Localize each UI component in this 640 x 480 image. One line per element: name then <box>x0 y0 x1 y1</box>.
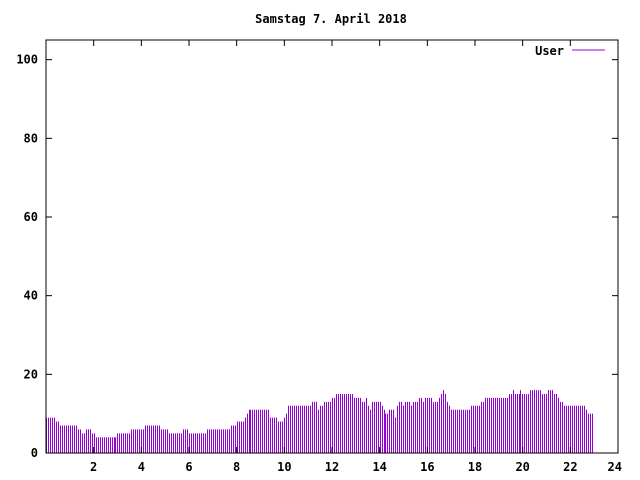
y-tick-label: 100 <box>16 53 38 67</box>
x-tick-label: 16 <box>420 460 434 474</box>
x-tick-label: 24 <box>608 460 622 474</box>
x-tick-label: 4 <box>138 460 145 474</box>
x-tick-label: 8 <box>233 460 240 474</box>
x-tick-label: 10 <box>277 460 291 474</box>
x-tick-label: 20 <box>515 460 529 474</box>
chart-title: Samstag 7. April 2018 <box>255 12 407 26</box>
y-tick-label: 60 <box>24 210 38 224</box>
y-tick-label: 0 <box>31 446 38 460</box>
x-tick-label: 18 <box>468 460 482 474</box>
legend: User <box>535 44 605 58</box>
data-series-bars <box>46 390 593 453</box>
x-tick-label: 6 <box>185 460 192 474</box>
y-axis: 0 20 40 60 80 100 <box>16 53 618 460</box>
x-axis: 2 4 6 8 10 12 14 16 18 20 22 24 <box>90 40 622 474</box>
y-tick-label: 80 <box>24 131 38 145</box>
x-tick-label: 12 <box>325 460 339 474</box>
x-tick-label: 2 <box>90 460 97 474</box>
y-tick-label: 40 <box>24 289 38 303</box>
legend-label-user: User <box>535 44 564 58</box>
x-tick-label: 22 <box>563 460 577 474</box>
y-tick-label: 20 <box>24 367 38 381</box>
x-tick-label: 14 <box>372 460 386 474</box>
